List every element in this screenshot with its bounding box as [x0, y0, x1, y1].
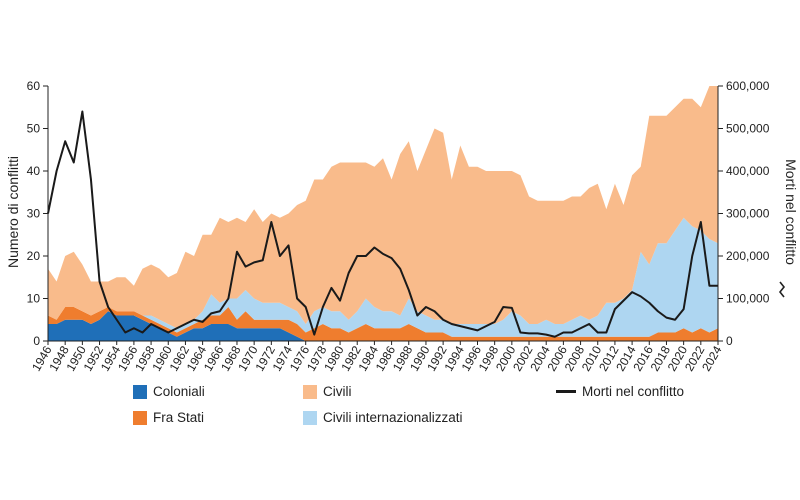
area-coloniali — [48, 311, 718, 341]
legend-label-morti: Morti nel conflitto — [582, 384, 685, 399]
legend-label-fra-stati: Fra Stati — [153, 410, 205, 425]
y-tick-label: 50 — [27, 122, 41, 136]
x-tick-label: 2024 — [699, 343, 725, 373]
legend-swatch-fra-stati — [133, 410, 147, 425]
y2-tick-label: 400,000 — [726, 164, 770, 178]
deaths-line — [47, 110, 718, 338]
axes: 0 10 20 30 40 50 60 0 100,000 200,000 300,000 400,0… — [27, 79, 786, 374]
legend-swatch-civili — [303, 384, 317, 399]
y-tick-label: 20 — [27, 249, 41, 263]
y-axis-title: Numero di conflitti — [5, 156, 21, 268]
axis-break-icon — [778, 281, 786, 298]
area-civili-internazionalizzati — [48, 217, 718, 337]
y-tick-label: 30 — [27, 207, 41, 221]
legend: Coloniali Fra Stati Civili Civili intern… — [133, 384, 733, 444]
conflicts-chart: 0 10 20 30 40 50 60 0 100,000 200,000 300,000 400,0… — [5, 79, 799, 374]
y2-tick-label: 300,000 — [726, 207, 770, 221]
legend-item-civili-internazionalizzati: Civili internazionalizzati — [303, 410, 463, 425]
deaths-line-layer — [47, 110, 718, 338]
legend-item-fra-stati: Fra Stati — [133, 410, 204, 425]
y-tick-label: 60 — [27, 79, 41, 93]
y-tick-label: 0 — [33, 334, 40, 348]
legend-item-civili: Civili — [303, 384, 352, 399]
area-civili — [48, 86, 718, 329]
legend-label-civili-internazionalizzati: Civili internazionalizzati — [323, 410, 463, 425]
legend-item-coloniali: Coloniali — [133, 384, 205, 399]
legend-item-morti: Morti nel conflitto — [556, 384, 684, 399]
legend-swatch-coloniali — [133, 384, 147, 399]
y2-tick-label: 0 — [726, 334, 733, 348]
legend-label-civili: Civili — [323, 384, 352, 399]
y-tick-label: 10 — [27, 292, 41, 306]
y2-tick-label: 100,000 — [726, 292, 770, 306]
legend-swatch-civili-internazionalizzati — [303, 410, 317, 425]
stacked-areas — [48, 86, 718, 341]
legend-swatch-morti — [556, 390, 576, 393]
y2-tick-label: 200,000 — [726, 249, 770, 263]
y2-axis-title: Morti nel conflitto — [783, 159, 799, 265]
y2-tick-label: 500,000 — [726, 122, 770, 136]
y2-tick-label: 600,000 — [726, 79, 770, 93]
y-tick-label: 40 — [27, 164, 41, 178]
legend-label-coloniali: Coloniali — [153, 384, 205, 399]
